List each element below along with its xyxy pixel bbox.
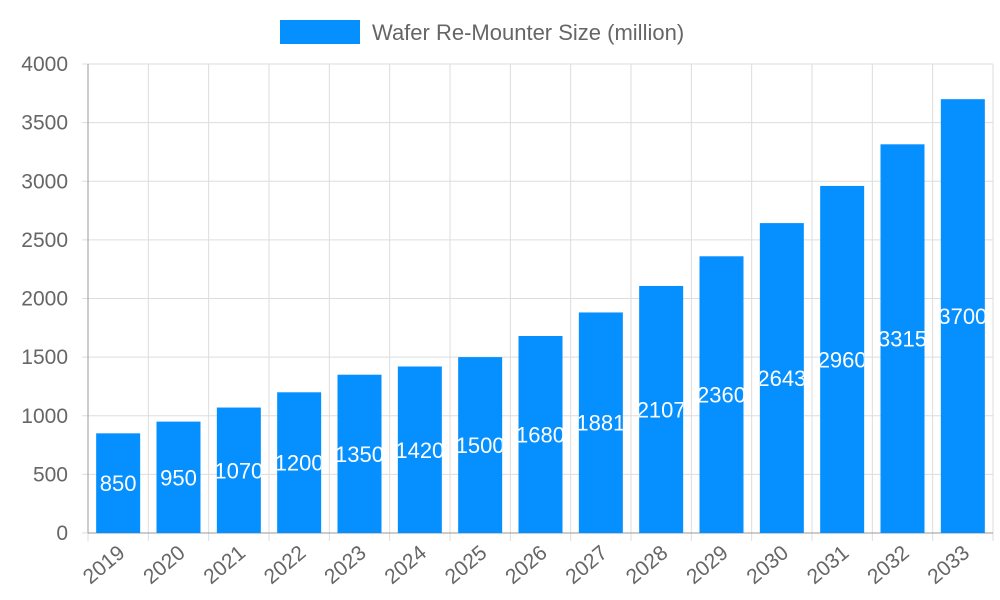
x-tick-label: 2023 [320, 541, 371, 589]
bar [397, 366, 442, 533]
data-label: 2360 [697, 383, 746, 408]
x-tick-label: 2031 [803, 541, 854, 589]
data-label: 1420 [395, 438, 444, 463]
bar [458, 357, 503, 533]
y-tick-label: 4000 [21, 53, 68, 76]
data-label: 1070 [214, 458, 263, 483]
x-tick-label: 2032 [863, 541, 914, 589]
bar [96, 433, 141, 533]
data-label: 1200 [275, 451, 324, 476]
data-label: 1680 [516, 423, 565, 448]
bar [578, 312, 623, 533]
data-label: 1500 [456, 433, 505, 458]
legend-label: Wafer Re-Mounter Size (million) [372, 20, 684, 45]
data-label: 2107 [637, 397, 686, 422]
bar [277, 392, 322, 533]
bar [518, 336, 563, 533]
y-tick-label: 3500 [21, 112, 68, 135]
y-tick-label: 0 [56, 522, 68, 545]
x-tick-label: 2022 [260, 541, 311, 589]
y-tick-label: 1000 [21, 405, 68, 428]
data-label: 2960 [818, 347, 867, 372]
x-tick-label: 2026 [501, 541, 552, 589]
x-tick-label: 2030 [742, 541, 793, 589]
y-tick-label: 3000 [21, 170, 68, 193]
y-tick-label: 2500 [21, 229, 68, 252]
legend-swatch [280, 20, 360, 44]
bar [699, 256, 744, 533]
y-tick-label: 1500 [21, 346, 68, 369]
y-tick-label: 500 [33, 463, 68, 486]
y-tick-label: 2000 [21, 288, 68, 311]
bar [880, 144, 925, 533]
data-label: 1350 [335, 442, 384, 467]
x-tick-label: 2025 [441, 541, 492, 589]
bar [759, 223, 804, 533]
data-label: 850 [100, 471, 137, 496]
bar [820, 185, 865, 533]
bar [337, 374, 382, 533]
data-label: 3315 [878, 327, 927, 352]
x-tick-label: 2024 [380, 541, 431, 589]
data-label: 2643 [757, 366, 806, 391]
x-tick-label: 2020 [139, 541, 190, 589]
x-tick-label: 2027 [561, 541, 612, 589]
bar [940, 99, 985, 534]
data-label: 950 [160, 465, 197, 490]
bar [639, 285, 684, 533]
x-tick-label: 2021 [199, 541, 250, 589]
x-tick-label: 2028 [622, 541, 673, 589]
x-tick-label: 2033 [923, 541, 974, 589]
data-label: 1881 [576, 411, 625, 436]
x-tick-label: 2029 [682, 541, 733, 589]
bar [156, 421, 201, 533]
x-tick-label: 2019 [79, 541, 130, 589]
bar [216, 407, 261, 533]
data-label: 3700 [938, 304, 987, 329]
